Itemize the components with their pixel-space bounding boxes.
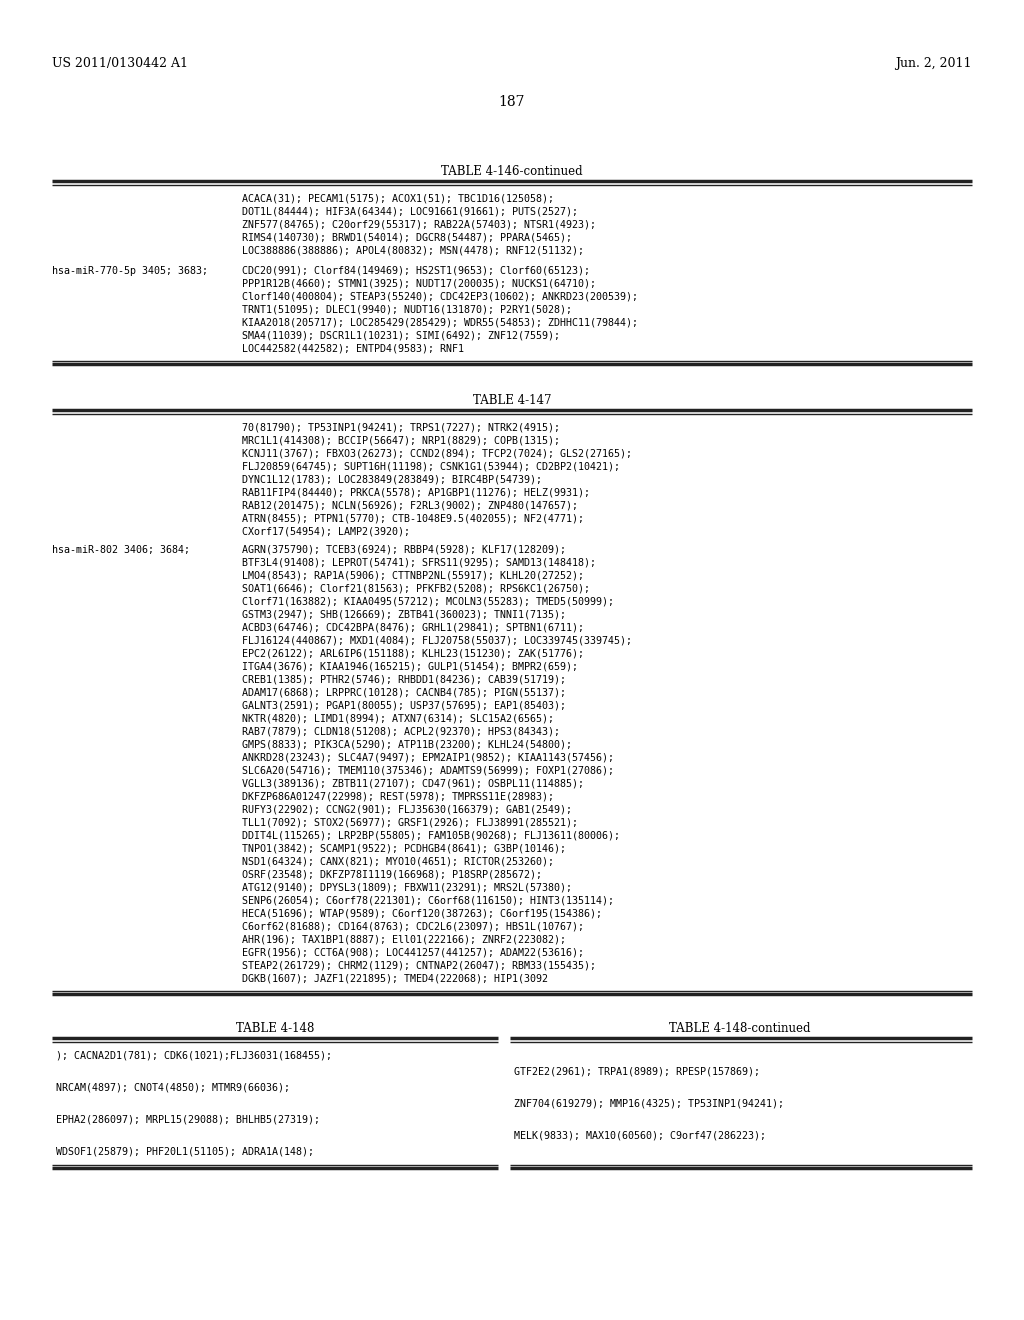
Text: ANKRD28(23243); SLC4A7(9497); EPM2AIP1(9852); KIAA1143(57456);: ANKRD28(23243); SLC4A7(9497); EPM2AIP1(9… — [242, 752, 614, 763]
Text: EPC2(26122); ARL6IP6(151188); KLHL23(151230); ZAK(51776);: EPC2(26122); ARL6IP6(151188); KLHL23(151… — [242, 648, 584, 659]
Text: Jun. 2, 2011: Jun. 2, 2011 — [896, 57, 972, 70]
Text: AGRN(375790); TCEB3(6924); RBBP4(5928); KLF17(128209);: AGRN(375790); TCEB3(6924); RBBP4(5928); … — [242, 544, 566, 554]
Text: BTF3L4(91408); LEPROT(54741); SFRS11(9295); SAMD13(148418);: BTF3L4(91408); LEPROT(54741); SFRS11(929… — [242, 557, 596, 568]
Text: HECA(51696); WTAP(9589); C6orf120(387263); C6orf195(154386);: HECA(51696); WTAP(9589); C6orf120(387263… — [242, 908, 602, 919]
Text: hsa-miR-770-5p 3405; 3683;: hsa-miR-770-5p 3405; 3683; — [52, 265, 208, 276]
Text: FLJ16124(440867); MXD1(4084); FLJ20758(55037); LOC339745(339745);: FLJ16124(440867); MXD1(4084); FLJ20758(5… — [242, 635, 632, 645]
Text: TNPO1(3842); SCAMP1(9522); PCDHGB4(8641); G3BP(10146);: TNPO1(3842); SCAMP1(9522); PCDHGB4(8641)… — [242, 843, 566, 854]
Text: DDIT4L(115265); LRP2BP(55805); FAM105B(90268); FLJ13611(80006);: DDIT4L(115265); LRP2BP(55805); FAM105B(9… — [242, 830, 620, 841]
Text: hsa-miR-802 3406; 3684;: hsa-miR-802 3406; 3684; — [52, 544, 190, 554]
Text: GMPS(8833); PIK3CA(5290); ATP11B(23200); KLHL24(54800);: GMPS(8833); PIK3CA(5290); ATP11B(23200);… — [242, 739, 572, 750]
Text: KIAA2018(205717); LOC285429(285429); WDR55(54853); ZDHHC11(79844);: KIAA2018(205717); LOC285429(285429); WDR… — [242, 318, 638, 327]
Text: C6orf62(81688); CD164(8763); CDC2L6(23097); HBS1L(10767);: C6orf62(81688); CD164(8763); CDC2L6(2309… — [242, 921, 584, 932]
Text: ); CACNA2D1(781); CDK6(1021);FLJ36031(168455);: ); CACNA2D1(781); CDK6(1021);FLJ36031(16… — [56, 1051, 332, 1060]
Text: DYNC1L12(1783); LOC283849(283849); BIRC4BP(54739);: DYNC1L12(1783); LOC283849(283849); BIRC4… — [242, 474, 542, 484]
Text: ATG12(9140); DPYSL3(1809); FBXW11(23291); MRS2L(57380);: ATG12(9140); DPYSL3(1809); FBXW11(23291)… — [242, 883, 572, 892]
Text: STEAP2(261729); CHRM2(1129); CNTNAP2(26047); RBM33(155435);: STEAP2(261729); CHRM2(1129); CNTNAP2(260… — [242, 961, 596, 970]
Text: ZNF577(84765); C20orf29(55317); RAB22A(57403); NTSR1(4923);: ZNF577(84765); C20orf29(55317); RAB22A(5… — [242, 219, 596, 230]
Text: EPHA2(286097); MRPL15(29088); BHLHB5(27319);: EPHA2(286097); MRPL15(29088); BHLHB5(273… — [56, 1114, 319, 1125]
Text: LMO4(8543); RAP1A(5906); CTTNBP2NL(55917); KLHL20(27252);: LMO4(8543); RAP1A(5906); CTTNBP2NL(55917… — [242, 570, 584, 581]
Text: GSTM3(2947); SHB(126669); ZBTB41(360023); TNNI1(7135);: GSTM3(2947); SHB(126669); ZBTB41(360023)… — [242, 610, 566, 619]
Text: CREB1(1385); PTHR2(5746); RHBDD1(84236); CAB39(51719);: CREB1(1385); PTHR2(5746); RHBDD1(84236);… — [242, 675, 566, 685]
Text: EGFR(1956); CCT6A(908); LOC441257(441257); ADAM22(53616);: EGFR(1956); CCT6A(908); LOC441257(441257… — [242, 948, 584, 957]
Text: SLC6A20(54716); TMEM110(375346); ADAMTS9(56999); FOXP1(27086);: SLC6A20(54716); TMEM110(375346); ADAMTS9… — [242, 766, 614, 776]
Text: ZNF704(619279); MMP16(4325); TP53INP1(94241);: ZNF704(619279); MMP16(4325); TP53INP1(94… — [514, 1098, 784, 1109]
Text: ACACA(31); PECAM1(5175); ACOX1(51); TBC1D16(125058);: ACACA(31); PECAM1(5175); ACOX1(51); TBC1… — [242, 194, 554, 203]
Text: GTF2E2(2961); TRPA1(8989); RPESP(157869);: GTF2E2(2961); TRPA1(8989); RPESP(157869)… — [514, 1067, 760, 1077]
Text: Clorf140(400804); STEAP3(55240); CDC42EP3(10602); ANKRD23(200539);: Clorf140(400804); STEAP3(55240); CDC42EP… — [242, 292, 638, 301]
Text: OSRF(23548); DKFZP78I1119(166968); P18SRP(285672);: OSRF(23548); DKFZP78I1119(166968); P18SR… — [242, 870, 542, 879]
Text: DOT1L(84444); HIF3A(64344); LOC91661(91661); PUTS(2527);: DOT1L(84444); HIF3A(64344); LOC91661(916… — [242, 206, 578, 216]
Text: PPP1R12B(4660); STMN1(3925); NUDT17(200035); NUCKS1(64710);: PPP1R12B(4660); STMN1(3925); NUDT17(2000… — [242, 279, 596, 289]
Text: WDSOF1(25879); PHF20L1(51105); ADRA1A(148);: WDSOF1(25879); PHF20L1(51105); ADRA1A(14… — [56, 1147, 314, 1156]
Text: LOC388886(388886); APOL4(80832); MSN(4478); RNF12(51132);: LOC388886(388886); APOL4(80832); MSN(447… — [242, 246, 584, 256]
Text: RAB11FIP4(84440); PRKCA(5578); AP1GBP1(11276); HELZ(9931);: RAB11FIP4(84440); PRKCA(5578); AP1GBP1(1… — [242, 487, 590, 498]
Text: DGKB(1607); JAZF1(221895); TMED4(222068); HIP1(3092: DGKB(1607); JAZF1(221895); TMED4(222068)… — [242, 974, 548, 983]
Text: LOC442582(442582); ENTPD4(9583); RNF1: LOC442582(442582); ENTPD4(9583); RNF1 — [242, 343, 464, 354]
Text: TABLE 4-146-continued: TABLE 4-146-continued — [441, 165, 583, 178]
Text: ACBD3(64746); CDC42BPA(8476); GRHL1(29841); SPTBN1(6711);: ACBD3(64746); CDC42BPA(8476); GRHL1(2984… — [242, 623, 584, 632]
Text: TABLE 4-148: TABLE 4-148 — [236, 1022, 314, 1035]
Text: NRCAM(4897); CNOT4(4850); MTMR9(66036);: NRCAM(4897); CNOT4(4850); MTMR9(66036); — [56, 1082, 290, 1093]
Text: SENP6(26054); C6orf78(221301); C6orf68(116150); HINT3(135114);: SENP6(26054); C6orf78(221301); C6orf68(1… — [242, 895, 614, 906]
Text: AHR(196); TAX1BP1(8887); Ell01(222166); ZNRF2(223082);: AHR(196); TAX1BP1(8887); Ell01(222166); … — [242, 935, 566, 945]
Text: Clorf71(163882); KIAA0495(57212); MCOLN3(55283); TMED5(50999);: Clorf71(163882); KIAA0495(57212); MCOLN3… — [242, 597, 614, 606]
Text: NKTR(4820); LIMD1(8994); ATXN7(6314); SLC15A2(6565);: NKTR(4820); LIMD1(8994); ATXN7(6314); SL… — [242, 714, 554, 723]
Text: DKFZP686A01247(22998); REST(5978); TMPRSS11E(28983);: DKFZP686A01247(22998); REST(5978); TMPRS… — [242, 792, 554, 801]
Text: TABLE 4-147: TABLE 4-147 — [473, 393, 551, 407]
Text: GALNT3(2591); PGAP1(80055); USP37(57695); EAP1(85403);: GALNT3(2591); PGAP1(80055); USP37(57695)… — [242, 701, 566, 710]
Text: VGLL3(389136); ZBTB11(27107); CD47(961); OSBPL11(114885);: VGLL3(389136); ZBTB11(27107); CD47(961);… — [242, 779, 584, 788]
Text: 70(81790); TP53INP1(94241); TRPS1(7227); NTRK2(4915);: 70(81790); TP53INP1(94241); TRPS1(7227);… — [242, 422, 560, 433]
Text: MRC1L1(414308); BCCIP(56647); NRP1(8829); COPB(1315);: MRC1L1(414308); BCCIP(56647); NRP1(8829)… — [242, 436, 560, 446]
Text: SMA4(11039); DSCR1L1(10231); SIMI(6492); ZNF12(7559);: SMA4(11039); DSCR1L1(10231); SIMI(6492);… — [242, 330, 560, 341]
Text: SOAT1(6646); Clorf21(81563); PFKFB2(5208); RPS6KC1(26750);: SOAT1(6646); Clorf21(81563); PFKFB2(5208… — [242, 583, 590, 594]
Text: KCNJ11(3767); FBXO3(26273); CCND2(894); TFCP2(7024); GLS2(27165);: KCNJ11(3767); FBXO3(26273); CCND2(894); … — [242, 449, 632, 458]
Text: FLJ20859(64745); SUPT16H(11198); CSNK1G1(53944); CD2BP2(10421);: FLJ20859(64745); SUPT16H(11198); CSNK1G1… — [242, 462, 620, 471]
Text: TLL1(7092); STOX2(56977); GRSF1(2926); FLJ38991(285521);: TLL1(7092); STOX2(56977); GRSF1(2926); F… — [242, 817, 578, 828]
Text: RAB12(201475); NCLN(56926); F2RL3(9002); ZNP480(147657);: RAB12(201475); NCLN(56926); F2RL3(9002);… — [242, 500, 578, 511]
Text: CXorf17(54954); LAMP2(3920);: CXorf17(54954); LAMP2(3920); — [242, 527, 410, 536]
Text: RIMS4(140730); BRWD1(54014); DGCR8(54487); PPARA(5465);: RIMS4(140730); BRWD1(54014); DGCR8(54487… — [242, 232, 572, 243]
Text: NSD1(64324); CANX(821); MYO10(4651); RICTOR(253260);: NSD1(64324); CANX(821); MYO10(4651); RIC… — [242, 857, 554, 866]
Text: ITGA4(3676); KIAA1946(165215); GULP1(51454); BMPR2(659);: ITGA4(3676); KIAA1946(165215); GULP1(514… — [242, 661, 578, 672]
Text: TABLE 4-148-continued: TABLE 4-148-continued — [670, 1022, 811, 1035]
Text: RAB7(7879); CLDN18(51208); ACPL2(92370); HPS3(84343);: RAB7(7879); CLDN18(51208); ACPL2(92370);… — [242, 726, 560, 737]
Text: 187: 187 — [499, 95, 525, 110]
Text: CDC20(991); Clorf84(149469); HS2ST1(9653); Clorf60(65123);: CDC20(991); Clorf84(149469); HS2ST1(9653… — [242, 265, 590, 276]
Text: ATRN(8455); PTPN1(5770); CTB-1048E9.5(402055); NF2(4771);: ATRN(8455); PTPN1(5770); CTB-1048E9.5(40… — [242, 513, 584, 524]
Text: RUFY3(22902); CCNG2(901); FLJ35630(166379); GAB1(2549);: RUFY3(22902); CCNG2(901); FLJ35630(16637… — [242, 804, 572, 814]
Text: MELK(9833); MAX10(60560); C9orf47(286223);: MELK(9833); MAX10(60560); C9orf47(286223… — [514, 1130, 766, 1140]
Text: US 2011/0130442 A1: US 2011/0130442 A1 — [52, 57, 188, 70]
Text: TRNT1(51095); DLEC1(9940); NUDT16(131870); P2RY1(5028);: TRNT1(51095); DLEC1(9940); NUDT16(131870… — [242, 305, 572, 314]
Text: ADAM17(6868); LRPPRC(10128); CACNB4(785); PIGN(55137);: ADAM17(6868); LRPPRC(10128); CACNB4(785)… — [242, 688, 566, 697]
